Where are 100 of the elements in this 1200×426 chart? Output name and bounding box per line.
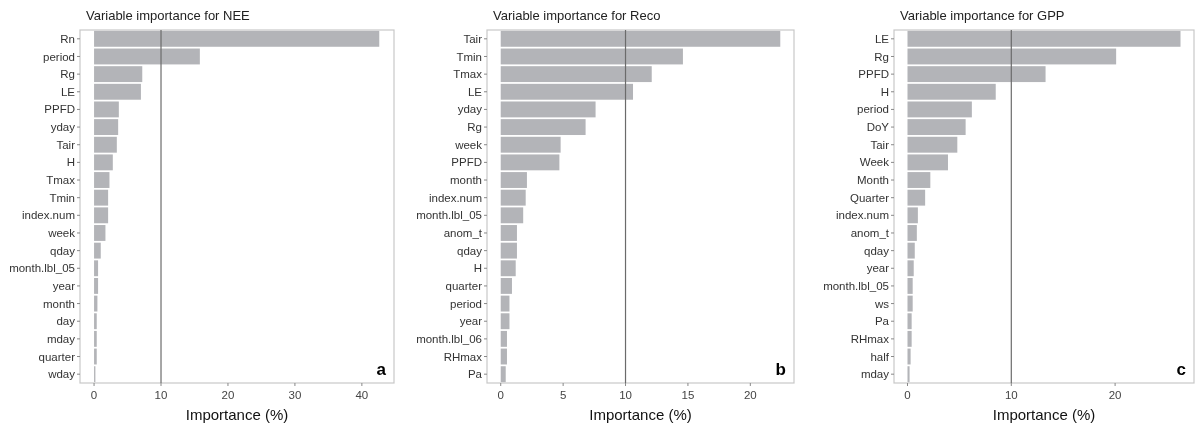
x-axis-title: Importance (%) — [589, 406, 692, 423]
bar — [94, 48, 200, 65]
x-tick-label: 10 — [1004, 389, 1018, 401]
y-tick-label: month — [450, 174, 482, 187]
x-tick-label: 0 — [90, 389, 98, 401]
y-tick-label: H — [473, 262, 482, 275]
annotation: c — [1176, 360, 1186, 379]
y-tick-label: Tair — [870, 138, 890, 151]
y-tick-label: Quarter — [850, 191, 890, 204]
x-tick-label: 0 — [497, 389, 504, 401]
y-tick-label: anom_t — [443, 227, 483, 239]
bar — [907, 348, 911, 365]
y-tick-label: H — [66, 156, 75, 169]
y-tick-label: LE — [60, 85, 76, 98]
y-tick-label: PPFD — [451, 156, 482, 169]
bar — [500, 277, 512, 294]
y-tick-label: month.lbl_05 — [9, 262, 75, 275]
y-tick-label: index.num — [835, 209, 889, 222]
x-tick-label: 20 — [221, 389, 235, 401]
y-tick-label: year — [52, 279, 76, 292]
bar — [94, 330, 97, 347]
bar — [500, 172, 527, 188]
y-tick-label: anom_t — [850, 227, 890, 239]
bar — [94, 119, 119, 136]
y-tick-label: RHmax — [443, 350, 483, 363]
x-tick-label: 10 — [619, 389, 632, 401]
y-tick-label: Week — [859, 156, 890, 169]
y-tick-label: PPFD — [858, 68, 889, 81]
bar — [907, 366, 910, 383]
x-tick-label: 15 — [681, 389, 695, 401]
y-tick-label: week — [47, 227, 76, 239]
y-tick-label: H — [880, 85, 889, 98]
y-tick-label: DoY — [866, 121, 890, 134]
bar — [500, 225, 517, 241]
y-tick-label: index.num — [428, 191, 482, 204]
y-tick-label: year — [459, 315, 483, 328]
y-tick-label: period — [857, 103, 889, 116]
y-tick-label: qday — [864, 244, 890, 257]
y-tick-label: period — [43, 50, 75, 63]
y-tick-label: month.lbl_05 — [416, 209, 482, 222]
y-tick-label: Pa — [874, 315, 890, 328]
chart-title: Variable importance for NEE — [86, 8, 251, 23]
y-tick-label: mday — [860, 368, 890, 381]
y-tick-label: Month — [857, 174, 889, 187]
bar — [907, 30, 1181, 47]
y-tick-label: month — [43, 297, 75, 310]
chart-title: Variable importance for GPP — [900, 8, 1065, 23]
y-tick-label: RHmax — [850, 332, 890, 345]
y-tick-label: day — [56, 315, 76, 328]
annotation: b — [775, 360, 786, 379]
y-tick-label: yday — [457, 103, 483, 116]
y-tick-label: Rg — [60, 68, 75, 81]
y-tick-label: LE — [874, 32, 890, 45]
x-tick-label: 0 — [904, 389, 911, 401]
y-tick-label: Tmin — [49, 191, 75, 204]
y-tick-label: Rn — [60, 32, 75, 45]
bar — [500, 66, 652, 83]
y-tick-label: Rg — [874, 50, 889, 63]
y-tick-label: qday — [457, 244, 483, 257]
y-tick-label: yday — [50, 121, 76, 134]
y-tick-label: Tmax — [453, 68, 483, 81]
y-tick-label: quarter — [445, 279, 483, 292]
y-tick-label: quarter — [38, 350, 76, 363]
bar — [907, 330, 912, 347]
bar — [500, 30, 781, 47]
bar — [94, 172, 110, 188]
bar — [907, 225, 917, 241]
y-tick-label: Tair — [56, 138, 76, 151]
y-tick-label: Tmax — [46, 174, 76, 187]
y-tick-label: year — [866, 262, 890, 275]
bar — [94, 348, 97, 365]
bar — [94, 30, 380, 47]
annotation: a — [376, 360, 387, 379]
bar — [500, 48, 683, 65]
bar — [500, 330, 507, 347]
y-tick-label: Pa — [467, 368, 483, 381]
y-tick-label: month.lbl_06 — [416, 332, 482, 345]
x-axis-title: Importance (%) — [185, 406, 289, 423]
bar — [907, 277, 913, 294]
bar — [907, 48, 1117, 65]
y-tick-label: wday — [47, 368, 76, 381]
x-tick-label: 40 — [355, 389, 369, 401]
y-tick-label: Rg — [467, 121, 482, 134]
y-tick-label: PPFD — [44, 103, 75, 116]
chart-title: Variable importance for Reco — [493, 8, 661, 23]
bar — [500, 366, 506, 383]
y-tick-label: month.lbl_05 — [823, 279, 889, 292]
x-tick-label: 20 — [743, 389, 757, 401]
y-tick-label: period — [450, 297, 482, 310]
x-axis-title: Importance (%) — [992, 406, 1096, 423]
y-tick-label: Tmin — [456, 50, 482, 63]
bar — [907, 66, 1046, 83]
y-tick-label: week — [454, 138, 483, 151]
y-tick-label: LE — [467, 85, 483, 98]
bar — [500, 348, 507, 365]
bar — [94, 225, 106, 241]
y-tick-label: mday — [46, 332, 76, 345]
y-tick-label: ws — [873, 297, 890, 310]
y-tick-label: qday — [50, 244, 76, 257]
bar — [94, 277, 99, 294]
